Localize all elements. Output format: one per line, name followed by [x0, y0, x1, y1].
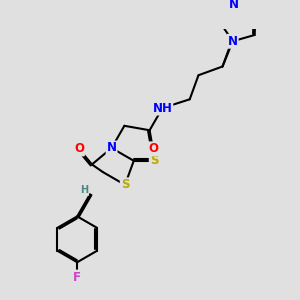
- Text: N: N: [228, 35, 238, 48]
- Text: F: F: [73, 271, 81, 284]
- Text: NH: NH: [152, 102, 172, 115]
- Text: S: S: [150, 154, 158, 167]
- Text: O: O: [74, 142, 84, 155]
- Text: O: O: [148, 142, 158, 155]
- Text: H: H: [80, 185, 88, 195]
- Text: N: N: [229, 0, 239, 11]
- Text: N: N: [106, 142, 117, 154]
- Text: S: S: [121, 178, 129, 191]
